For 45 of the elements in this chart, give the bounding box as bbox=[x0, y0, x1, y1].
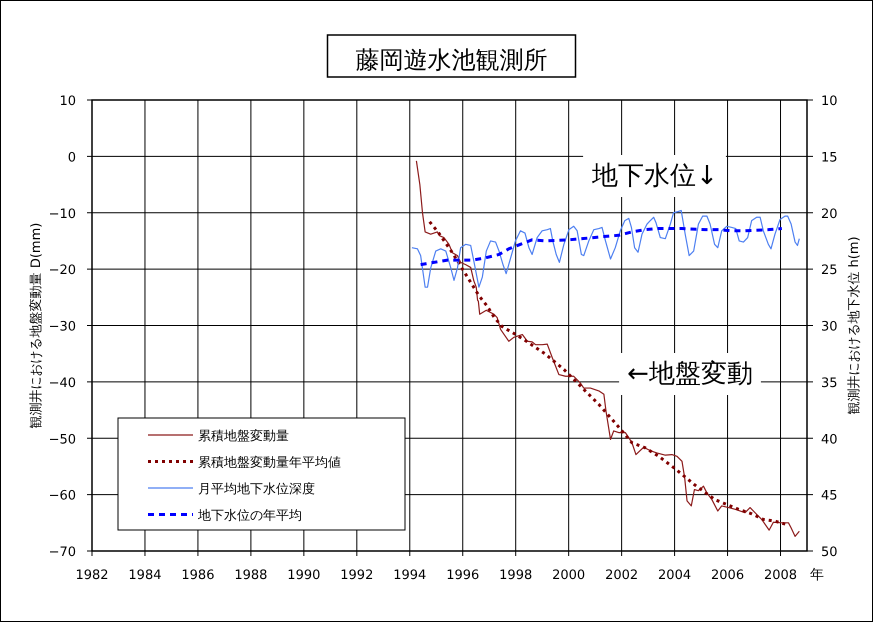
x-tick-label: 1996 bbox=[446, 568, 480, 583]
y2-tick-label: 50 bbox=[821, 545, 838, 560]
y2-tick-label: 15 bbox=[821, 150, 838, 166]
x-tick-label: 2004 bbox=[658, 568, 692, 583]
y-tick-label: −50 bbox=[48, 432, 76, 448]
y-tick-label: −40 bbox=[48, 376, 76, 391]
y2-tick-label: 45 bbox=[821, 488, 838, 504]
x-tick-label: 1984 bbox=[128, 568, 162, 583]
x-tick-label: 2002 bbox=[605, 568, 638, 583]
x-tick-label: 1990 bbox=[287, 568, 320, 583]
y-tick-label: −70 bbox=[48, 545, 76, 560]
annotation: ←地盤変動 bbox=[619, 353, 761, 395]
legend-label: 累積地盤変動量 bbox=[198, 428, 289, 444]
y2-tick-label: 10 bbox=[821, 94, 838, 109]
legend-label: 累積地盤変動量年平均値 bbox=[198, 454, 341, 470]
x-tick-label: 2008 bbox=[764, 568, 798, 583]
annotation: 地下水位↓ bbox=[583, 155, 726, 197]
y-axis-title: 観測井における地盤変動量 D(mm) bbox=[28, 222, 44, 428]
y2-tick-label: 35 bbox=[821, 376, 838, 391]
y-tick-label: −20 bbox=[48, 263, 76, 278]
x-tick-label: 2000 bbox=[552, 568, 586, 583]
x-tick-label: 1992 bbox=[340, 568, 374, 583]
legend-label: 月平均地下水位深度 bbox=[198, 481, 315, 497]
y2-tick-label: 30 bbox=[821, 320, 838, 334]
chart-title: 藤岡遊水池観測所 bbox=[356, 46, 548, 74]
y2-tick-label: 20 bbox=[821, 206, 838, 222]
annotation: ←地盤変動 bbox=[627, 359, 753, 389]
y-tick-label: 0 bbox=[68, 150, 76, 166]
legend-label: 地下水位の年平均 bbox=[197, 508, 302, 524]
y-tick-label: 10 bbox=[59, 94, 76, 109]
y-tick-label: −30 bbox=[48, 320, 76, 334]
x-axis-title: 年 bbox=[810, 567, 824, 583]
x-tick-label: 1986 bbox=[181, 568, 214, 583]
y-tick-label: −60 bbox=[48, 488, 76, 504]
y2-tick-label: 40 bbox=[821, 432, 838, 448]
x-tick-label: 1982 bbox=[75, 568, 109, 583]
y-tick-label: −10 bbox=[48, 206, 76, 222]
annotation: 地下水位↓ bbox=[591, 161, 718, 191]
y2-tick-label: 25 bbox=[821, 263, 838, 278]
title: 藤岡遊水池観測所 bbox=[326, 34, 576, 78]
y2-axis-title: 観測井における地下水位 h(m) bbox=[847, 236, 862, 415]
x-tick-label: 2006 bbox=[711, 568, 744, 583]
x-tick-label: 1998 bbox=[499, 568, 532, 583]
x-tick-label: 1988 bbox=[234, 568, 268, 583]
x-tick-label: 1994 bbox=[393, 568, 426, 583]
